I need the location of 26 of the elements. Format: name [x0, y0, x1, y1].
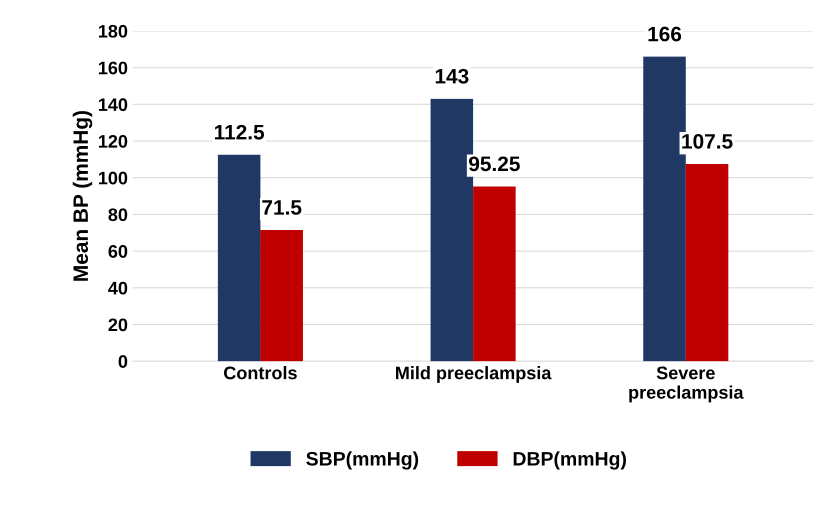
- data-label: 107.5: [682, 134, 733, 149]
- data-label: 71.5: [262, 200, 302, 215]
- bar: [686, 164, 728, 362]
- y-axis-title: Mean BP (mmHg): [72, 111, 92, 281]
- y-tick-label: 180: [98, 24, 128, 38]
- legend-label: DBP(mmHg): [514, 451, 626, 470]
- y-tick-label: 60: [108, 245, 128, 258]
- x-tick-label: Controls: [224, 366, 297, 380]
- y-tick-label: 120: [98, 134, 128, 148]
- data-label: 112.5: [214, 124, 264, 140]
- bar: [473, 186, 516, 362]
- bar: [260, 230, 303, 362]
- data-label: 143: [436, 68, 468, 84]
- x-tick-label: Mild preeclampsia: [396, 366, 552, 383]
- legend-label: SBP(mmHg): [306, 451, 418, 470]
- x-tick-label: Severe preeclampsia: [629, 366, 744, 402]
- y-tick-label: 40: [108, 282, 128, 295]
- data-label: 166: [648, 26, 682, 42]
- y-tick-label: 0: [118, 355, 128, 368]
- y-tick-label: 80: [108, 208, 128, 222]
- bar: [218, 154, 260, 362]
- y-tick-label: 140: [98, 98, 128, 112]
- data-label: 95.25: [469, 156, 520, 172]
- y-tick-label: 160: [98, 62, 128, 74]
- y-tick-label: 100: [98, 172, 128, 184]
- y-tick-label: 20: [108, 318, 128, 332]
